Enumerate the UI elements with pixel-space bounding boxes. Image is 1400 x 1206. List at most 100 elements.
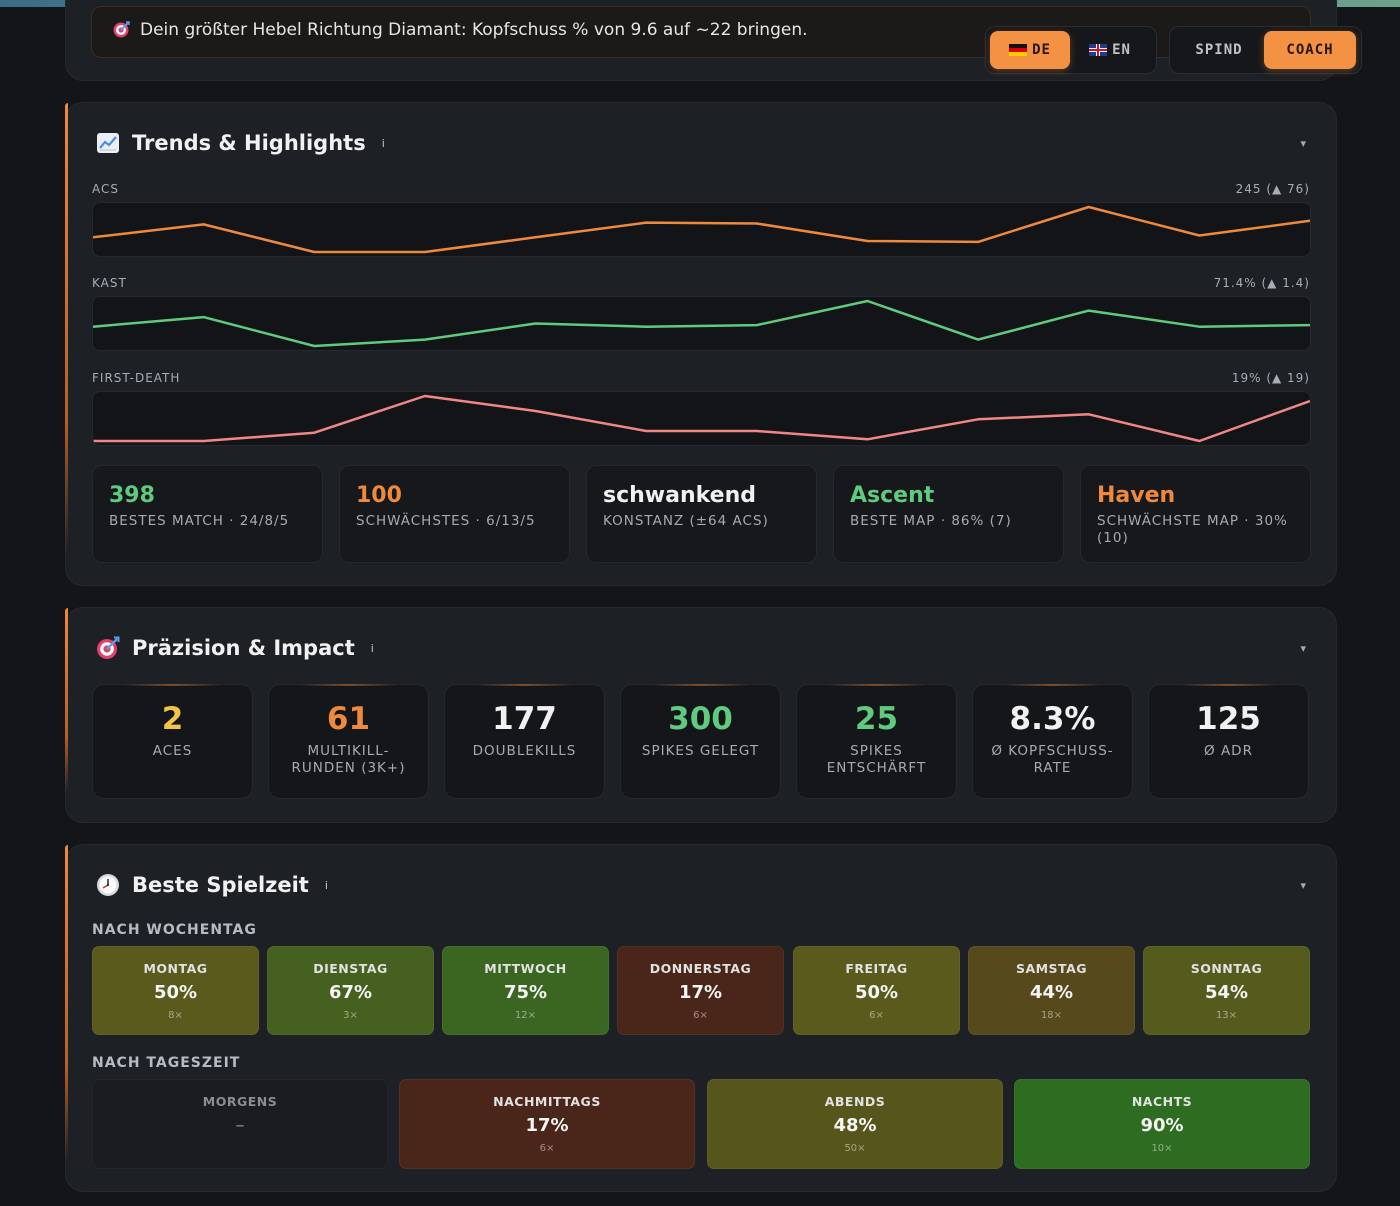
stat-value: 2 [161, 701, 184, 737]
coach-label: COACH [1286, 42, 1334, 58]
stat-card-aces: 2 ACES [92, 684, 253, 799]
stat-label: Ø KOPFSCHUSS-RATE [991, 743, 1114, 776]
stat-card-doublekills: 177 DOUBLEKILLS [444, 684, 605, 799]
highlight-label: SCHWÄCHSTES · 6/13/5 [356, 513, 536, 529]
highlight-label: BESTE MAP · 86% (7) [850, 513, 1012, 529]
highlight-value: schwankend [603, 483, 757, 508]
day-winrate: 75% [503, 982, 548, 1003]
trends-header[interactable]: Trends & Highlights i [96, 131, 385, 155]
sparkline-acs [92, 202, 1311, 257]
daytime-cell-abends: ABENDS 48% 50× [707, 1079, 1003, 1169]
day-count: 12× [514, 1010, 537, 1021]
stat-value: 61 [326, 701, 371, 737]
day-winrate: 54% [1204, 982, 1249, 1003]
daytime-count: 10× [1151, 1143, 1173, 1154]
stat-value: 8.3% [1009, 701, 1096, 737]
precision-panel: Präzision & Impact i ▾ 2 ACES 61 MULTIKI… [65, 607, 1337, 823]
highlight-value: Ascent [850, 483, 935, 508]
spind-label: SPIND [1195, 42, 1243, 58]
weekday-cell-mittwoch: MITTWOCH 75% 12× [442, 946, 609, 1035]
stat-value: 125 [1196, 701, 1261, 737]
day-count: 3× [343, 1010, 358, 1021]
daytime-cell-morgens: MORGENS – [92, 1079, 388, 1169]
day-count: 18× [1040, 1010, 1063, 1021]
trends-title: Trends & Highlights [132, 131, 366, 155]
daytime-name: MORGENS [202, 1094, 278, 1109]
daytime-winrate: 90% [1140, 1115, 1184, 1136]
spark-summary-acs: 245 (▲ 76) [1235, 182, 1310, 196]
spark-label-kast: KAST [92, 276, 127, 290]
lang-de-button[interactable]: DE [990, 31, 1070, 69]
weekday-cell-sonntag: SONNTAG 54% 13× [1143, 946, 1310, 1035]
precision-collapse-chevron-icon[interactable]: ▾ [1300, 642, 1306, 655]
stat-label: SPIKES ENTSCHÄRFT [826, 743, 927, 776]
daytime-winrate: 48% [833, 1115, 877, 1136]
daytime-winrate: 17% [525, 1115, 569, 1136]
highlight-label: SCHWÄCHSTE MAP · 30% (10) [1097, 513, 1288, 546]
weekday-cell-dienstag: DIENSTAG 67% 3× [267, 946, 434, 1035]
day-name: FREITAG [845, 961, 908, 976]
sparkline-first-death [92, 391, 1311, 446]
highlight-card-best-match: 398 BESTES MATCH · 24/8/5 [92, 465, 323, 563]
daytime-name: NACHMITTAGS [493, 1094, 601, 1109]
sparkline-kast [92, 296, 1311, 351]
day-name: SAMSTAG [1015, 961, 1088, 976]
playtime-info-icon[interactable]: i [324, 878, 328, 892]
highlight-label: KONSTANZ (±64 ACS) [603, 513, 769, 529]
highlight-value: Haven [1097, 483, 1176, 508]
stat-label: DOUBLEKILLS [472, 743, 577, 759]
daytime-cell-nachmittags: NACHMITTAGS 17% 6× [399, 1079, 695, 1169]
daytime-winrate: – [235, 1115, 245, 1136]
day-name: DONNERSTAG [649, 961, 752, 976]
stat-card-multikill: 61 MULTIKILL-RUNDEN (3K+) [268, 684, 429, 799]
highlight-value: 398 [109, 483, 155, 508]
precision-info-icon[interactable]: i [370, 641, 374, 655]
highlight-label: BESTES MATCH · 24/8/5 [109, 513, 290, 529]
trends-info-icon[interactable]: i [381, 136, 385, 150]
stat-value: 177 [492, 701, 557, 737]
chart-up-icon [96, 131, 120, 155]
weekday-cell-samstag: SAMSTAG 44% 18× [968, 946, 1135, 1035]
weekday-subheading: NACH WOCHENTAG [92, 922, 257, 938]
spind-button[interactable]: SPIND [1174, 31, 1264, 69]
stat-label: Ø ADR [1204, 743, 1253, 759]
lang-en-label: EN [1112, 42, 1131, 58]
daytime-name: ABENDS [824, 1094, 886, 1109]
highlight-card-consistency: schwankend KONSTANZ (±64 ACS) [586, 465, 817, 563]
stat-card-spikes-planted: 300 SPIKES GELEGT [620, 684, 781, 799]
daytime-name: NACHTS [1131, 1094, 1193, 1109]
day-count: 8× [168, 1010, 183, 1021]
target-icon [96, 636, 120, 660]
spark-label-first-death: FIRST-DEATH [92, 371, 181, 385]
sparkline-series-line [93, 205, 1310, 254]
lang-en-button[interactable]: EN [1070, 31, 1150, 69]
weekday-cell-montag: MONTAG 50% 8× [92, 946, 259, 1035]
day-winrate: 44% [1029, 982, 1074, 1003]
weekday-cell-freitag: FREITAG 50% 6× [793, 946, 960, 1035]
day-winrate: 50% [153, 982, 198, 1003]
stat-card-headshot-rate: 8.3% Ø KOPFSCHUSS-RATE [972, 684, 1133, 799]
playtime-collapse-chevron-icon[interactable]: ▾ [1300, 879, 1306, 892]
day-count: 6× [869, 1010, 884, 1021]
highlight-value: 100 [356, 483, 402, 508]
day-count: 6× [693, 1010, 708, 1021]
highlight-card-weakest-map: Haven SCHWÄCHSTE MAP · 30% (10) [1080, 465, 1311, 563]
playtime-title: Beste Spielzeit [132, 873, 309, 897]
sparkline-svg [93, 299, 1310, 348]
day-name: MONTAG [143, 961, 208, 976]
highlight-card-best-map: Ascent BESTE MAP · 86% (7) [833, 465, 1064, 563]
sparkline-series-line [93, 299, 1310, 348]
precision-header[interactable]: Präzision & Impact i [96, 636, 374, 660]
stat-label: SPIKES GELEGT [641, 743, 760, 759]
playtime-panel: Beste Spielzeit i ▾ NACH WOCHENTAG MONTA… [65, 844, 1337, 1192]
day-name: MITTWOCH [484, 961, 567, 976]
coach-tip-text: Dein größter Hebel Richtung Diamant: Kop… [140, 20, 808, 40]
coach-button[interactable]: COACH [1264, 31, 1356, 69]
trends-panel: Trends & Highlights i ▾ ACS 245 (▲ 76) K… [65, 102, 1337, 586]
day-winrate: 67% [328, 982, 373, 1003]
day-winrate: 17% [678, 982, 723, 1003]
daytime-count: 6× [539, 1143, 555, 1154]
playtime-header[interactable]: Beste Spielzeit i [96, 873, 328, 897]
trends-collapse-chevron-icon[interactable]: ▾ [1300, 137, 1306, 150]
weekday-cell-donnerstag: DONNERSTAG 17% 6× [617, 946, 784, 1035]
